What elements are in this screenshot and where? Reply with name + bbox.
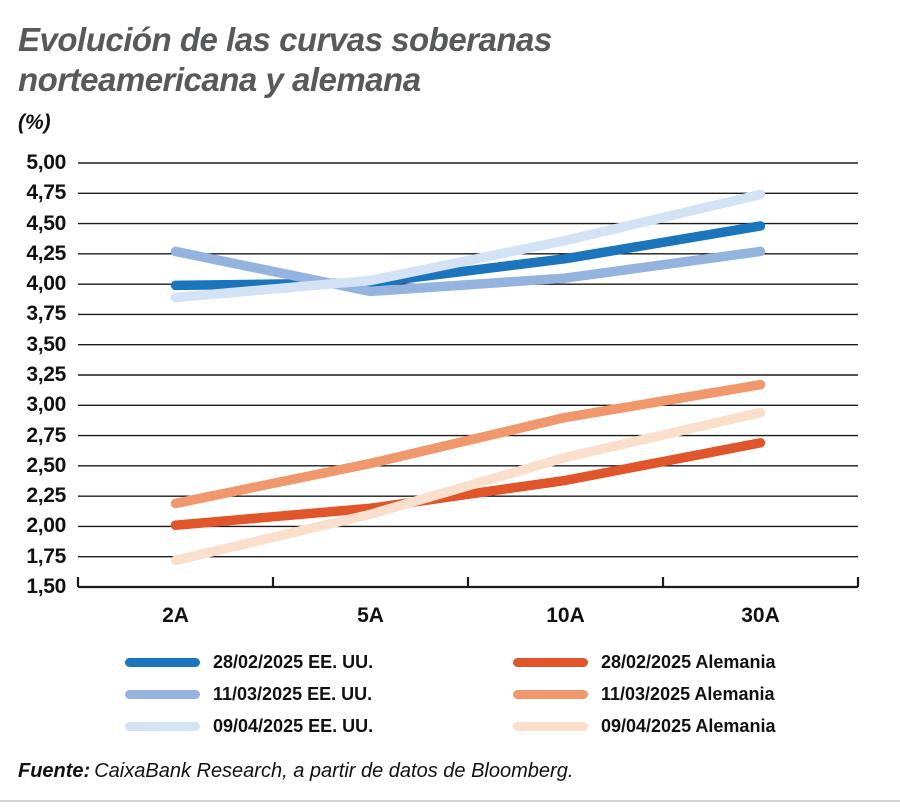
legend-item: 11/03/2025 EE. UU. [125, 678, 373, 710]
bottom-divider [0, 800, 900, 802]
legend-swatch-us-mar [125, 689, 200, 699]
axis-unit-label: (%) [18, 111, 51, 134]
legend-swatch-de-apr [513, 721, 588, 731]
legend-swatch-de-mar [513, 689, 588, 699]
x-tick-label: 5A [357, 604, 384, 627]
chart-title-line1: Evolución de las curvas soberanas [18, 21, 552, 58]
y-tick-label: 3,50 [26, 332, 66, 356]
y-tick-label: 3,75 [26, 302, 66, 326]
y-tick-label: 2,50 [26, 453, 66, 477]
legend-label: 09/04/2025 EE. UU. [213, 715, 374, 736]
legend-item: 11/03/2025 Alemania [513, 678, 775, 710]
legend-item: 09/04/2025 Alemania [513, 710, 775, 742]
y-tick-label: 3,25 [26, 363, 66, 386]
y-tick-label: 4,50 [26, 211, 66, 235]
y-tick-label: 4,25 [26, 241, 66, 265]
y-tick-label: 2,75 [26, 423, 66, 447]
legend-item: 09/04/2025 EE. UU. [125, 710, 373, 742]
x-tick-label: 10A [546, 604, 585, 627]
series-line-5 [170, 407, 766, 566]
series-line-3 [170, 438, 766, 530]
legend-column-germany: 28/02/2025 Alemania 11/03/2025 Alemania … [513, 646, 775, 742]
legend-column-us: 28/02/2025 EE. UU. 11/03/2025 EE. UU. 09… [125, 646, 373, 742]
y-tick-label: 3,00 [26, 393, 66, 417]
legend-label: 09/04/2025 Alemania [601, 715, 776, 736]
y-tick-label: 5,00 [26, 151, 66, 174]
series-line-1 [170, 246, 766, 297]
legend-swatch-us-feb [125, 657, 200, 667]
y-tick-label: 2,25 [26, 484, 66, 508]
series-line-0 [170, 221, 766, 291]
source-label: Fuente: [18, 760, 91, 782]
chart-canvas [76, 162, 860, 589]
y-tick-label: 1,50 [26, 575, 66, 598]
legend-label: 11/03/2025 Alemania [601, 683, 775, 704]
x-tick-label: 30A [741, 604, 780, 627]
series-line-2 [170, 189, 766, 303]
source-note: Fuente: CaixaBank Research, a partir de d… [18, 760, 573, 783]
y-tick-label: 4,00 [26, 272, 66, 296]
y-tick-label: 1,75 [26, 544, 66, 568]
y-tick-label: 2,00 [26, 514, 66, 538]
chart-title: Evolución de las curvas soberanas norteam… [18, 20, 552, 100]
legend-item: 28/02/2025 Alemania [513, 646, 775, 678]
legend-swatch-us-apr [125, 721, 200, 731]
y-tick-label: 4,75 [26, 181, 66, 205]
source-text: CaixaBank Research, a partir de datos de… [94, 760, 574, 782]
legend-item: 28/02/2025 EE. UU. [125, 646, 373, 678]
series-line-4 [170, 379, 766, 509]
legend-label: 28/02/2025 EE. UU. [213, 651, 374, 672]
legend-label: 11/03/2025 EE. UU. [213, 683, 373, 704]
chart-title-line2: norteamericana y alemana [18, 61, 421, 98]
legend-label: 28/02/2025 Alemania [601, 651, 776, 672]
legend-swatch-de-feb [513, 657, 588, 667]
x-tick-label: 2A [162, 604, 189, 627]
